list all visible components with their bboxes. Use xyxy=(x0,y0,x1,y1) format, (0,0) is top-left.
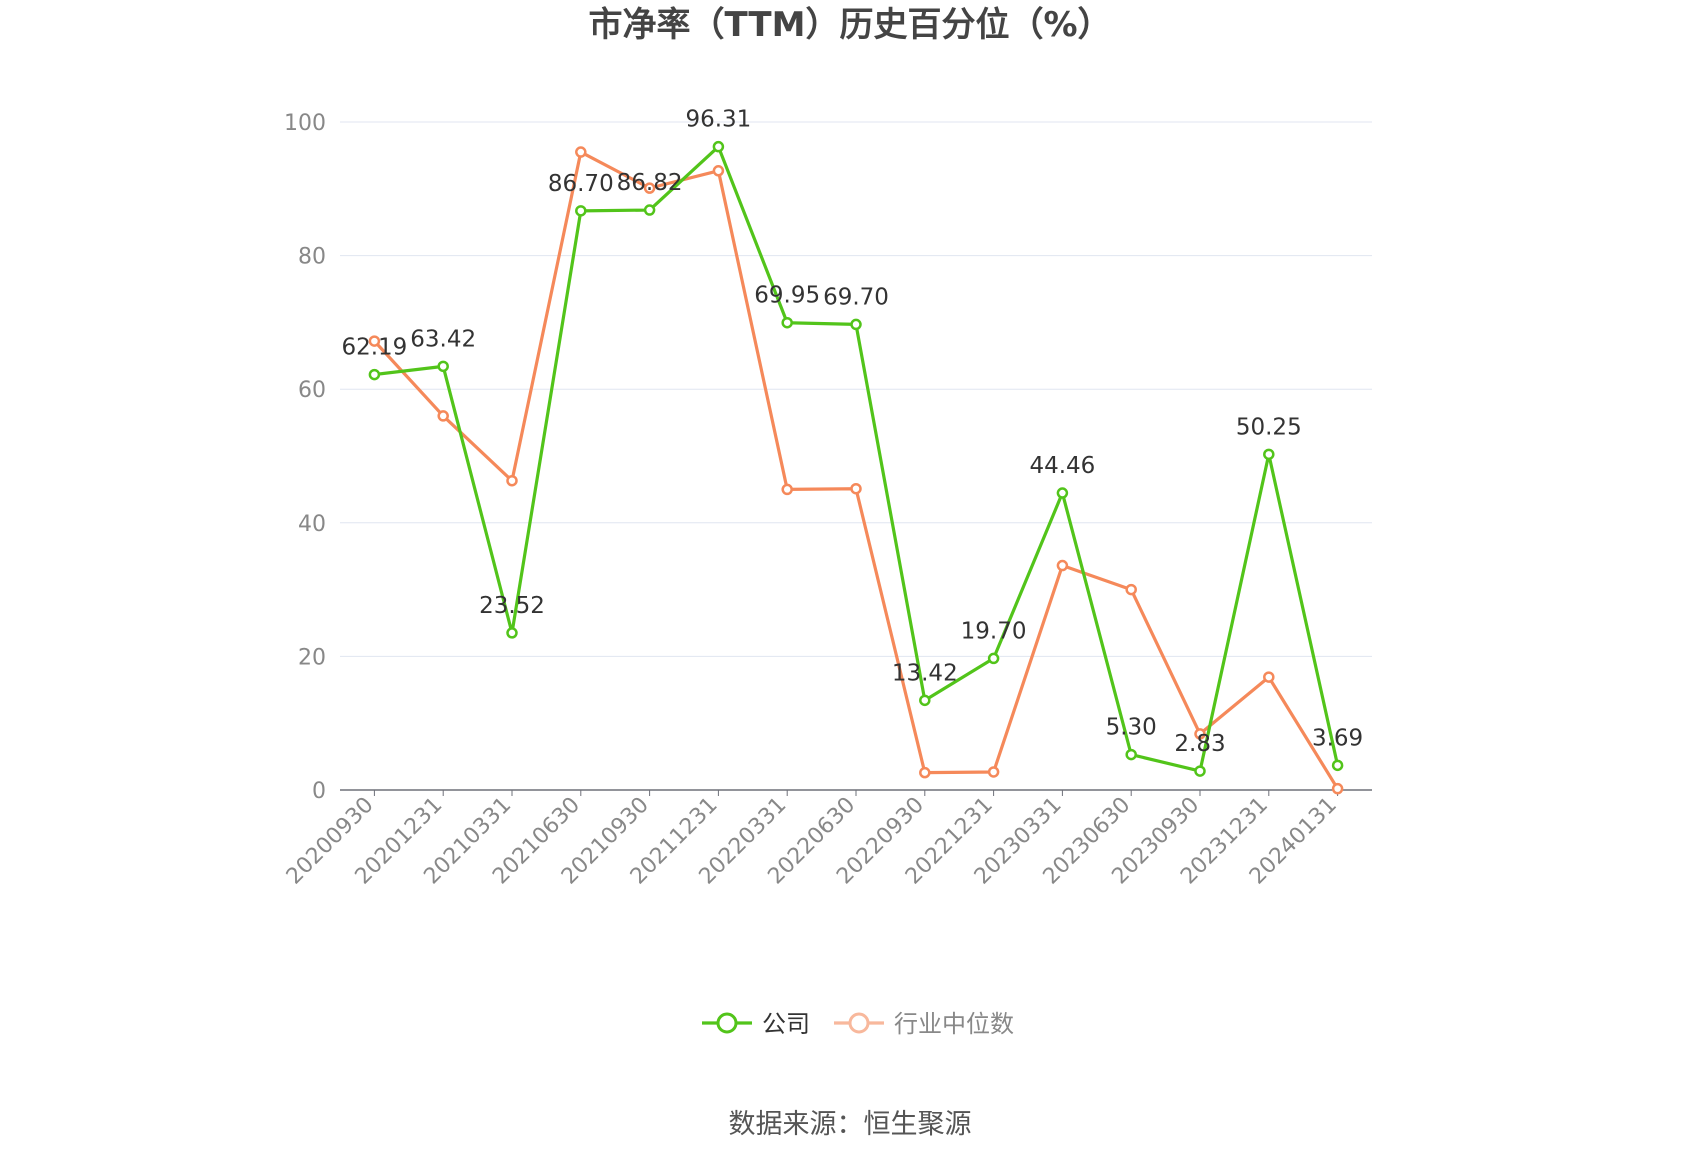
data-point[interactable] xyxy=(781,483,793,496)
data-point[interactable] xyxy=(437,360,449,373)
y-tick-label: 40 xyxy=(298,512,326,537)
data-point[interactable] xyxy=(919,766,931,779)
data-label: 13.42 xyxy=(892,660,958,686)
legend-label: 行业中位数 xyxy=(894,1010,1014,1038)
data-point[interactable] xyxy=(850,318,862,331)
data-label: 5.30 xyxy=(1106,715,1157,741)
data-label: 63.42 xyxy=(410,326,476,352)
data-point[interactable] xyxy=(368,335,381,347)
legend-item-0[interactable]: 公司 xyxy=(702,1010,810,1038)
data-point[interactable] xyxy=(1331,782,1344,795)
data-point[interactable] xyxy=(987,766,1000,778)
series-line-0 xyxy=(374,145,1340,773)
data-point[interactable] xyxy=(575,146,587,158)
data-point[interactable] xyxy=(1125,583,1137,596)
y-tick-label: 80 xyxy=(298,245,326,270)
data-point[interactable] xyxy=(1056,559,1069,572)
data-point[interactable] xyxy=(506,474,518,487)
data-label: 86.70 xyxy=(548,171,614,197)
legend-item-1[interactable]: 行业中位数 xyxy=(834,1010,1014,1038)
data-point[interactable] xyxy=(1263,448,1275,461)
data-label: 23.52 xyxy=(479,593,545,619)
data-point[interactable] xyxy=(712,165,725,177)
data-label: 96.31 xyxy=(685,107,751,133)
data-point[interactable] xyxy=(368,368,381,381)
data-label: 62.19 xyxy=(341,335,407,361)
data-label: 86.82 xyxy=(617,170,683,196)
y-tick-label: 0 xyxy=(312,779,326,804)
data-label: 3.69 xyxy=(1312,725,1363,751)
source-note: 数据来源：恒生聚源 xyxy=(729,1109,972,1140)
y-tick-label: 100 xyxy=(284,111,326,136)
data-point[interactable] xyxy=(850,482,862,495)
data-label: 19.70 xyxy=(961,618,1027,644)
data-point[interactable] xyxy=(987,652,1000,665)
data-point[interactable] xyxy=(506,627,518,639)
data-point[interactable] xyxy=(575,205,587,217)
data-point[interactable] xyxy=(1194,765,1206,777)
y-axis: 0 20 40 60 80 100 xyxy=(284,111,326,804)
data-point[interactable] xyxy=(643,182,656,194)
data-point[interactable] xyxy=(1194,728,1206,740)
legend-marker xyxy=(848,1012,870,1034)
data-point[interactable] xyxy=(1125,748,1137,761)
data-label: 2.83 xyxy=(1174,731,1225,757)
data-point[interactable] xyxy=(781,316,793,329)
legend[interactable]: 公司 行业中位数 xyxy=(702,1010,1014,1038)
data-label: 69.95 xyxy=(754,283,820,309)
x-axis: 2020093020201231202103312021063020210930… xyxy=(282,789,1372,889)
data-point[interactable] xyxy=(712,140,725,153)
series-layer xyxy=(368,140,1344,795)
data-point[interactable] xyxy=(1056,487,1069,499)
grid xyxy=(340,121,1372,657)
data-point[interactable] xyxy=(1263,671,1275,683)
chart-title: 市净率（TTM）历史百分位（%） xyxy=(588,5,1111,45)
data-point[interactable] xyxy=(437,410,449,422)
legend-marker xyxy=(716,1012,738,1034)
data-label: 50.25 xyxy=(1236,414,1302,440)
series-line-1 xyxy=(373,150,1339,790)
data-point[interactable] xyxy=(1331,759,1344,772)
data-point[interactable] xyxy=(919,694,931,707)
y-tick-label: 60 xyxy=(298,378,326,403)
data-label: 69.70 xyxy=(823,284,889,310)
data-label: 44.46 xyxy=(1029,453,1095,479)
data-labels: 62.19 63.42 23.52 86.70 86.82 96.31 69.95 69.70… xyxy=(341,107,1363,757)
data-point[interactable] xyxy=(643,204,656,216)
legend-label: 公司 xyxy=(762,1010,810,1038)
y-tick-label: 20 xyxy=(298,645,326,670)
